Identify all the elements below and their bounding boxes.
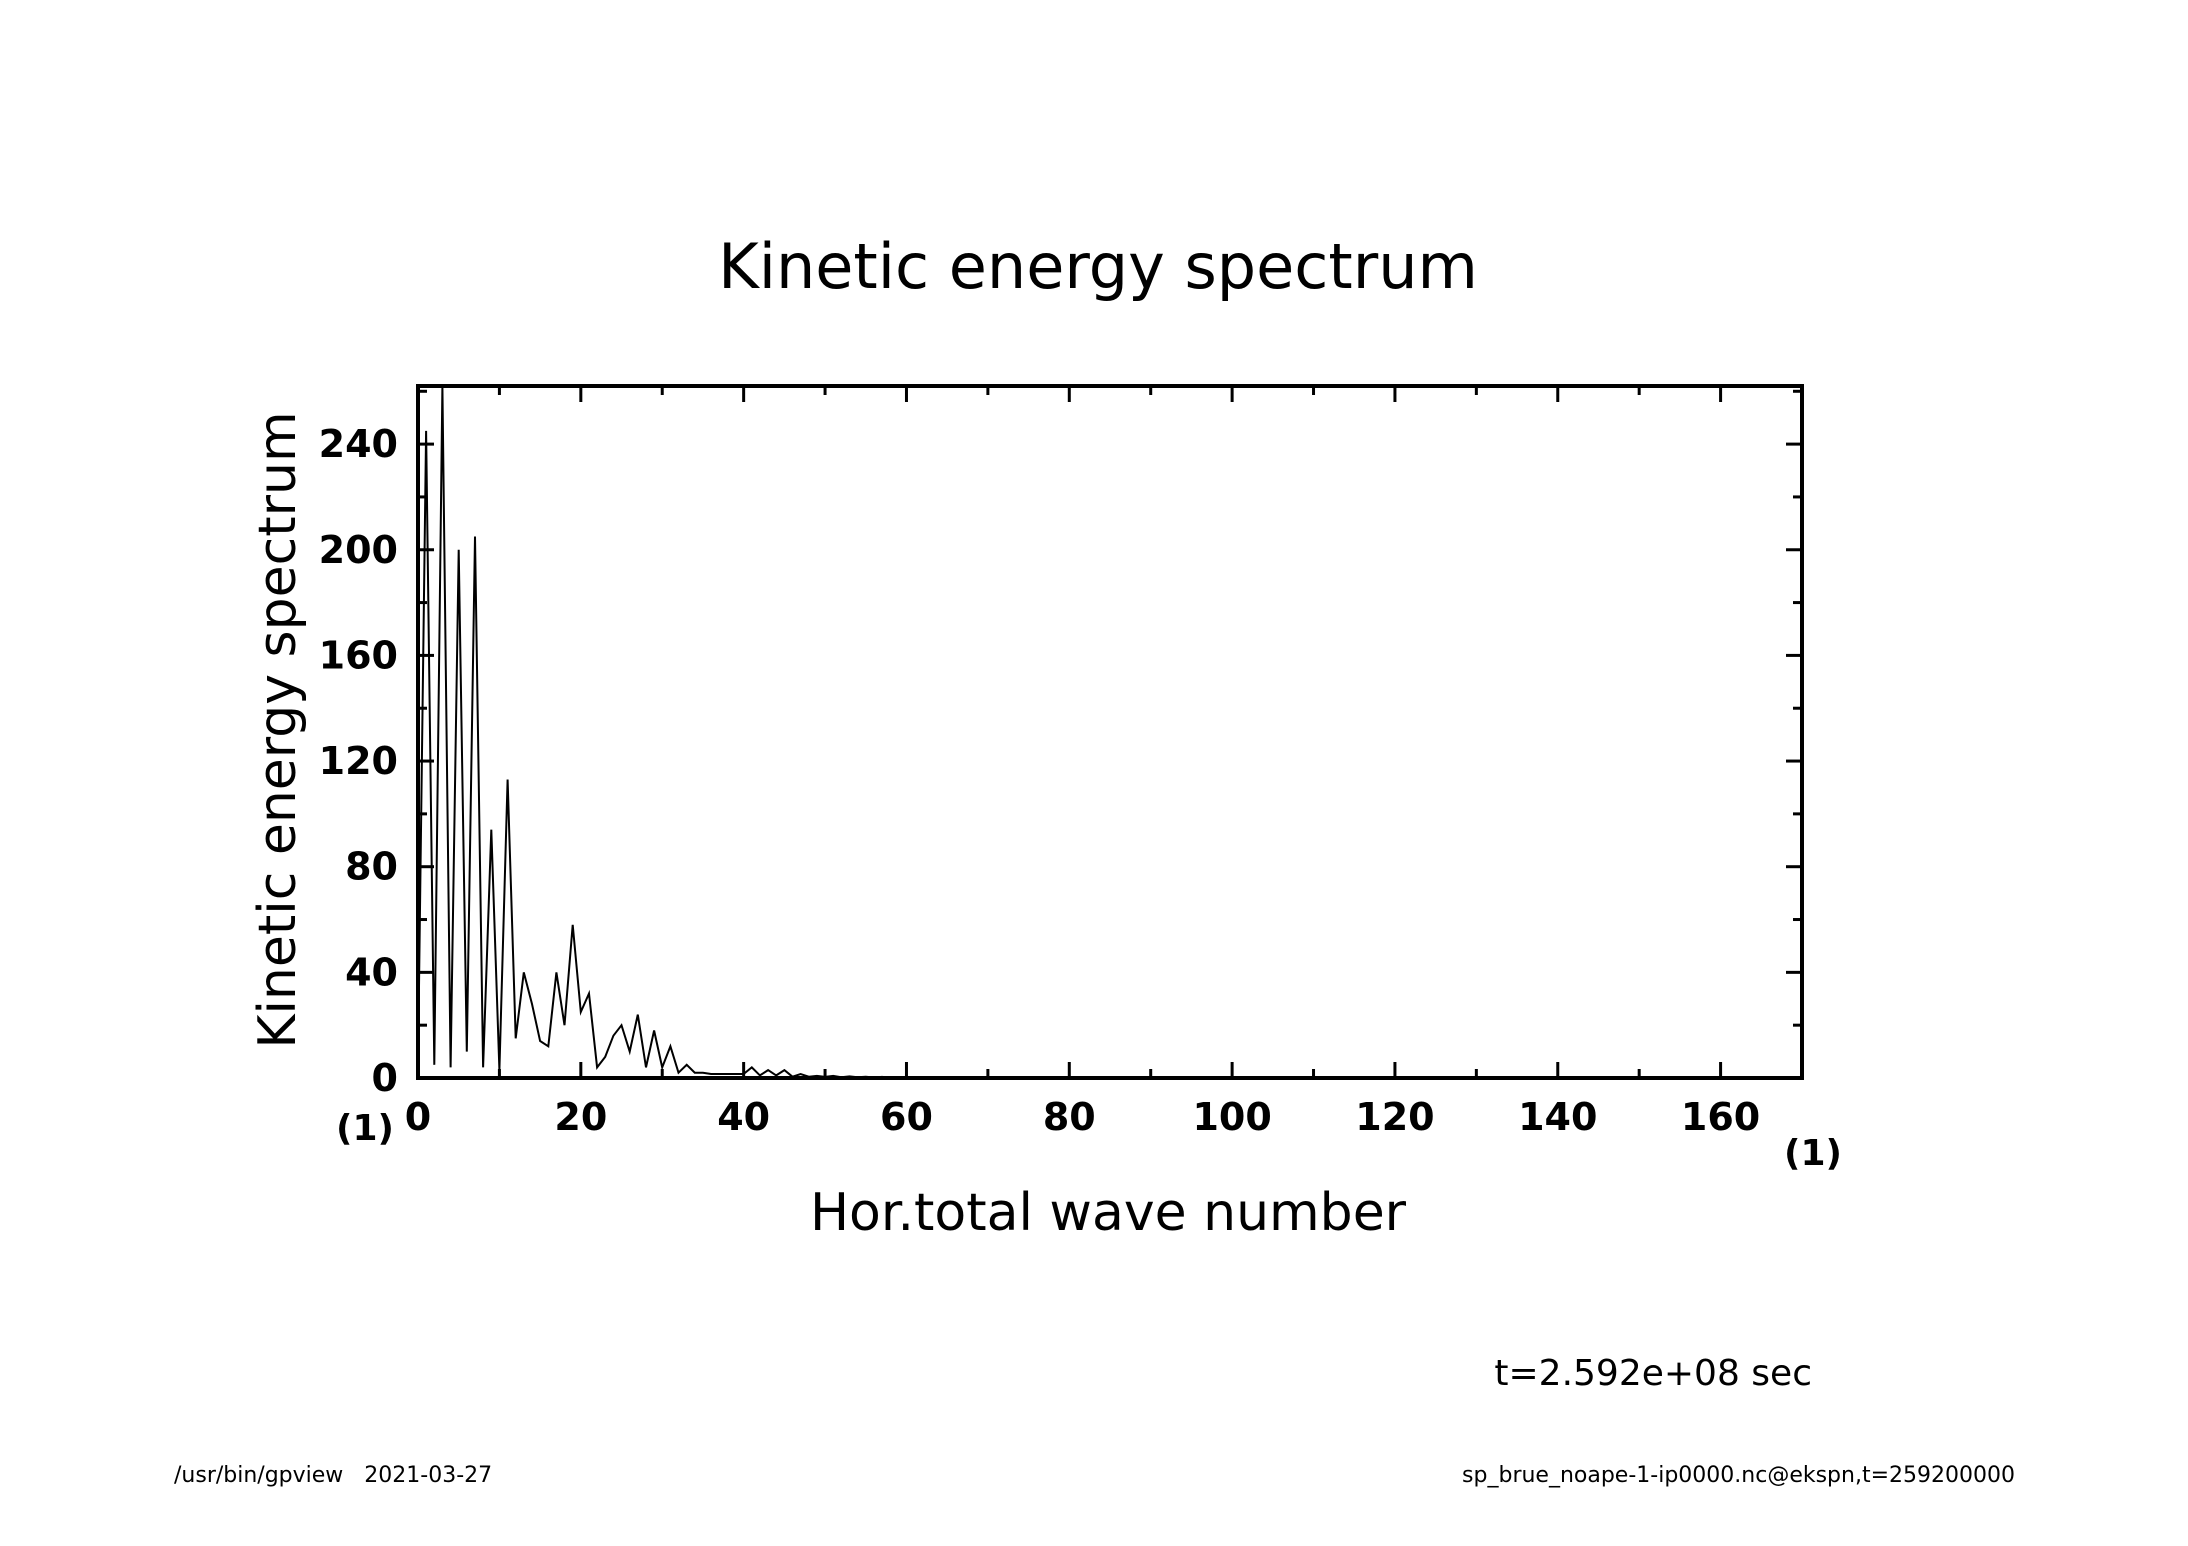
y-tick-label: 240 [319, 422, 398, 466]
x-axis-label: Hor.total wave number [810, 1183, 1407, 1243]
y-axis-label: Kinetic energy spectrum [248, 411, 308, 1048]
x-tick-label: 120 [1355, 1095, 1434, 1139]
x-tick-label: 0 [405, 1095, 431, 1139]
chart-title: Kinetic energy spectrum [718, 230, 1478, 303]
y-tick-labels: 0 40 80 120 160 200 240 [319, 422, 398, 1100]
footer-right: sp_brue_noape-1-ip0000.nc@ekspn,t=259200… [1462, 1463, 2015, 1488]
x-tick-label: 140 [1518, 1095, 1597, 1139]
footer-left: /usr/bin/gpview 2021-03-27 [174, 1463, 492, 1488]
y-tick-label: 40 [345, 950, 398, 994]
x-tick-label: 20 [554, 1095, 607, 1139]
x-tick-labels: 0 20 40 60 80 100 120 140 160 [405, 1095, 1760, 1139]
x-tick-label: 100 [1192, 1095, 1271, 1139]
x-tick-label: 80 [1043, 1095, 1096, 1139]
spectrum-line [417, 385, 1802, 1079]
y-tick-label: 80 [345, 845, 398, 889]
x-tick-label: 40 [717, 1095, 770, 1139]
y-axis-unit: (1) [1784, 1133, 1842, 1174]
time-annotation: t=2.592e+08 sec [1494, 1353, 1812, 1394]
axis-ticks [416, 386, 1804, 1080]
plot-area: 0 20 40 60 80 100 120 140 160 0 40 80 120 160 200 240 [319, 384, 1804, 1139]
y-tick-label: 0 [372, 1056, 398, 1100]
plot-frame [416, 384, 1804, 1080]
y-tick-label: 200 [319, 528, 398, 572]
y-tick-label: 120 [319, 739, 398, 783]
x-tick-label: 60 [880, 1095, 933, 1139]
x-tick-label: 160 [1681, 1095, 1760, 1139]
y-tick-label: 160 [319, 633, 398, 677]
x-axis-unit: (1) [336, 1108, 394, 1149]
